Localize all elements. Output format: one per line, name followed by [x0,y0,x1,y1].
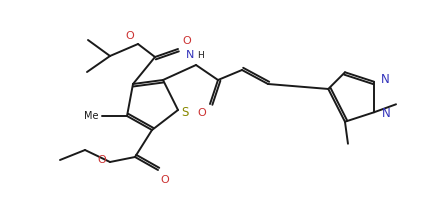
Text: O: O [197,108,206,118]
Text: N: N [186,50,194,60]
Text: H: H [197,51,204,60]
Text: N: N [382,107,391,120]
Text: N: N [381,73,390,86]
Text: Me: Me [84,111,98,121]
Text: O: O [182,36,191,46]
Text: O: O [125,31,134,41]
Text: O: O [97,155,106,165]
Text: S: S [181,106,189,119]
Text: O: O [160,175,169,185]
